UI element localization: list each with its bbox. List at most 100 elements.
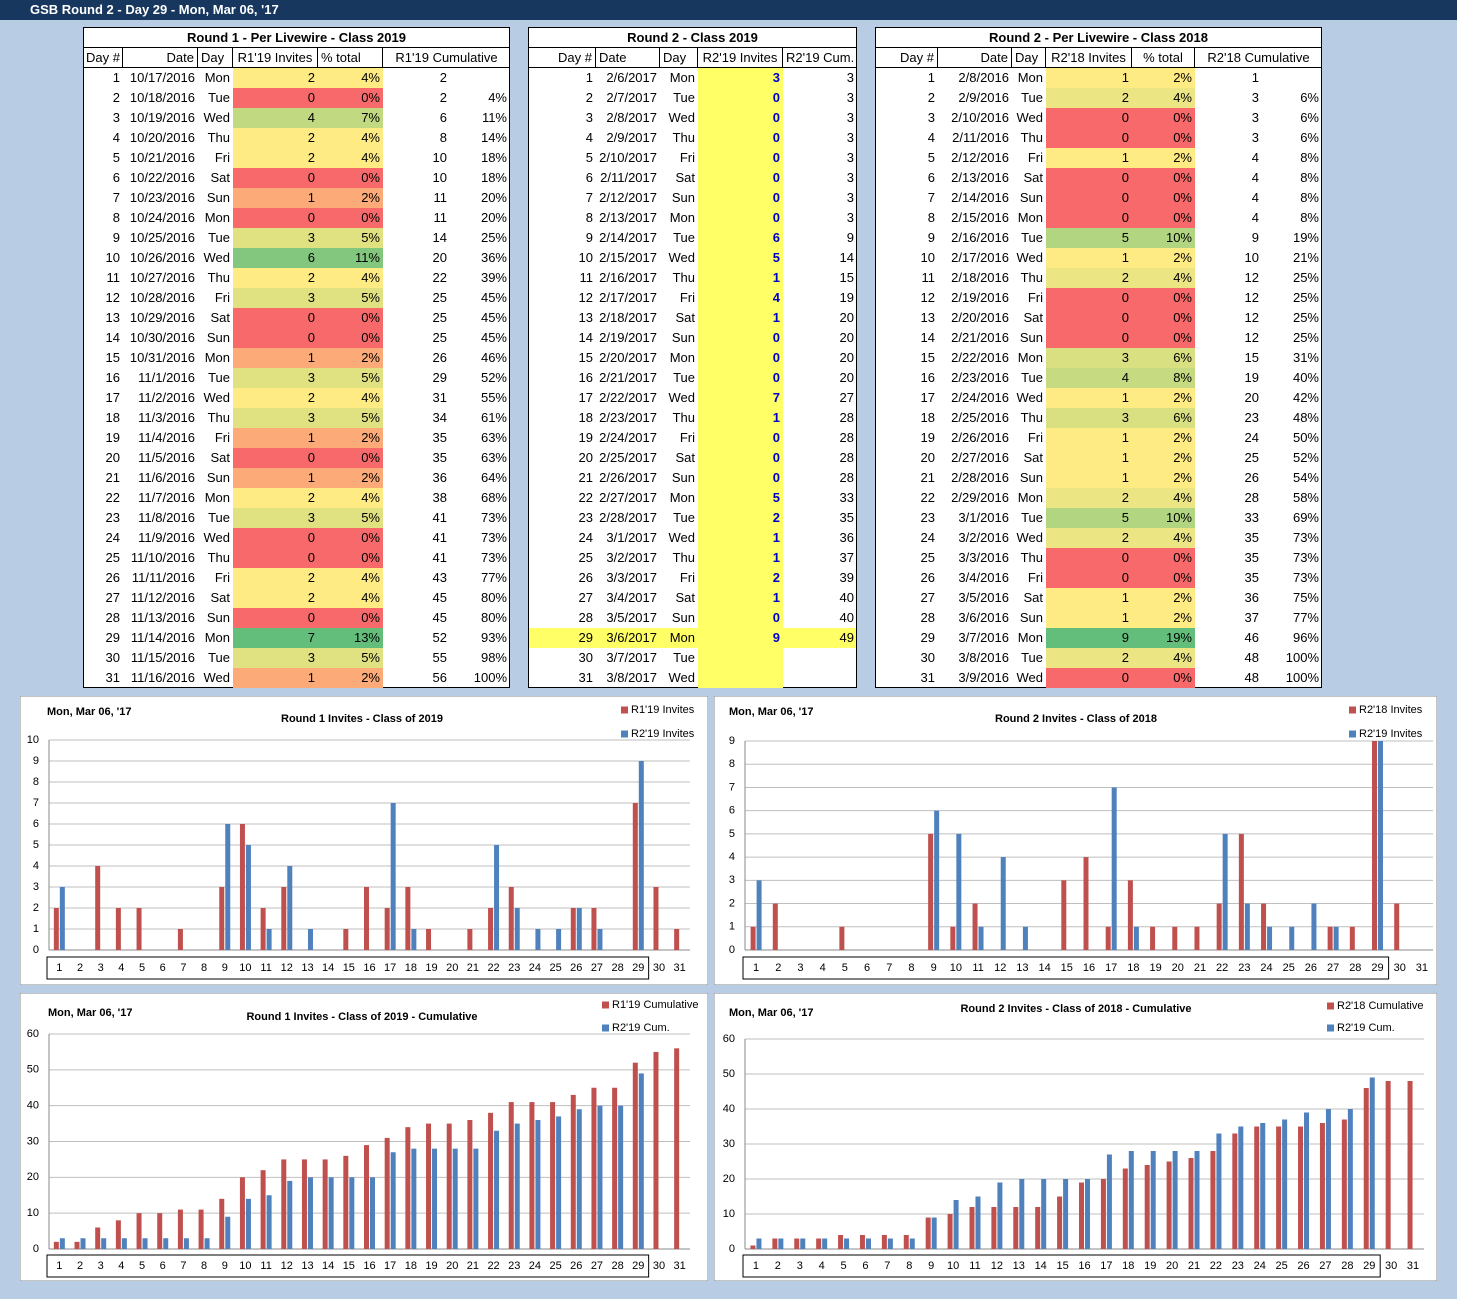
table-cell: 2 xyxy=(233,488,318,508)
table-cell: 2 xyxy=(233,388,318,408)
table-cell: 2/20/2017 xyxy=(599,350,657,365)
table-cell: 42% xyxy=(1292,390,1319,405)
table-cell: Sun xyxy=(671,610,695,625)
table-cell: 28 xyxy=(1244,490,1259,505)
table-cell: 2% xyxy=(1132,468,1195,488)
legend-label: R1'19 Invites xyxy=(631,704,695,716)
table-cell: 20 xyxy=(920,450,935,465)
y-tick-label: 7 xyxy=(33,797,39,809)
x-tick-label: 19 xyxy=(425,1260,437,1272)
table-cell: 17 xyxy=(920,390,935,405)
table-cell: Mon xyxy=(669,350,695,365)
table-cell: 2 xyxy=(1046,88,1132,108)
y-tick-label: 6 xyxy=(729,805,735,817)
x-tick-label: 16 xyxy=(1083,962,1095,974)
table-cell: 40 xyxy=(839,590,854,605)
table-cell: Sun xyxy=(206,330,230,345)
table-cell: 24 xyxy=(1244,430,1259,445)
table-cell: Wed xyxy=(203,110,231,125)
bar xyxy=(1333,926,1339,950)
table-cell: 19 xyxy=(105,430,120,445)
table-cell: 30 xyxy=(578,650,593,665)
bar xyxy=(1347,1109,1353,1249)
bar xyxy=(411,929,417,950)
bar xyxy=(239,824,245,950)
table-cell: 56 xyxy=(432,670,447,685)
table-cell: Tue xyxy=(1021,90,1043,105)
table-cell: Fri xyxy=(1027,290,1043,305)
bar xyxy=(1216,903,1222,950)
bar xyxy=(1128,1151,1134,1249)
x-tick-label: 10 xyxy=(239,962,251,974)
table-cell: Sun xyxy=(1019,610,1043,625)
table-cell: 0 xyxy=(233,608,318,628)
y-tick-label: 0 xyxy=(33,1243,39,1255)
table-cell: Wed xyxy=(1016,250,1044,265)
y-tick-label: 0 xyxy=(729,1243,735,1255)
table-cell: 11/8/2016 xyxy=(138,510,195,525)
table-cell: 5% xyxy=(318,288,383,308)
table-cell: 3/5/2017 xyxy=(606,610,657,625)
bar xyxy=(618,1105,624,1249)
legend-label: R2'19 Cum. xyxy=(1337,1022,1395,1034)
table-cell: 12 xyxy=(1244,310,1259,325)
bar xyxy=(556,929,562,950)
table-cell: Mon xyxy=(1017,70,1043,85)
bar xyxy=(281,887,287,950)
table-cell: Fri xyxy=(214,570,230,585)
bar xyxy=(772,1238,778,1249)
bar xyxy=(53,1241,59,1249)
table-cell: 1 xyxy=(698,408,783,428)
table-cell: 19 xyxy=(578,430,593,445)
x-tick-label: 17 xyxy=(1100,1260,1112,1272)
x-tick-label: 4 xyxy=(820,962,826,974)
table-cell: 0 xyxy=(233,168,318,188)
x-tick-label: 16 xyxy=(363,962,375,974)
table-cell: 6% xyxy=(1300,110,1319,125)
legend-label: R2'19 Invites xyxy=(631,728,695,740)
table-cell: 1 xyxy=(698,268,783,288)
table-cell: 33 xyxy=(839,490,854,505)
bar xyxy=(432,1148,438,1249)
table-cell: 0 xyxy=(1046,308,1132,328)
table-cell: 29 xyxy=(105,630,120,645)
table-cell: Sat xyxy=(1023,590,1043,605)
table-cell: 25 xyxy=(432,330,447,345)
bar xyxy=(756,1238,762,1249)
x-tick-label: 28 xyxy=(1349,962,1361,974)
table-cell: Thu xyxy=(1020,550,1043,565)
table-cell: Wed xyxy=(203,250,231,265)
x-tick-label: 21 xyxy=(467,1260,479,1272)
x-tick-label: 14 xyxy=(1038,962,1050,974)
bar xyxy=(80,1238,86,1249)
x-tick-label: 23 xyxy=(1232,1260,1244,1272)
table-cell: 14 xyxy=(432,230,447,245)
bar xyxy=(1238,1126,1244,1249)
table-cell: 4 xyxy=(112,130,120,145)
y-tick-label: 60 xyxy=(27,1028,39,1040)
chart: Mon, Mar 06, '17 Round 1 Invites - Class … xyxy=(20,696,708,985)
table-cell: 63% xyxy=(480,430,507,445)
column-header: % total xyxy=(318,48,383,68)
bar xyxy=(74,1241,80,1249)
x-tick-label: 12 xyxy=(281,1260,293,1272)
table-cell: 2/29/2016 xyxy=(951,490,1009,505)
legend-label: R1'19 Cumulative xyxy=(612,999,698,1011)
table-cell: 36% xyxy=(480,250,507,265)
bar xyxy=(239,1177,245,1249)
x-tick-label: 25 xyxy=(1283,962,1295,974)
bar xyxy=(638,1073,644,1249)
table-cell: Wed xyxy=(668,390,696,405)
table-cell: 14 xyxy=(839,250,854,265)
bar xyxy=(198,1209,204,1249)
x-tick-label: 8 xyxy=(906,1260,912,1272)
table-cell: 7% xyxy=(318,108,383,128)
x-tick-label: 17 xyxy=(384,1260,396,1272)
y-tick-label: 0 xyxy=(729,944,735,956)
table-cell: Mon xyxy=(1017,350,1043,365)
table-cell: 0 xyxy=(698,468,783,488)
x-tick-label: 15 xyxy=(343,962,355,974)
table-cell: 46 xyxy=(1244,630,1259,645)
bar xyxy=(778,1238,784,1249)
table-cell: Fri xyxy=(214,430,230,445)
